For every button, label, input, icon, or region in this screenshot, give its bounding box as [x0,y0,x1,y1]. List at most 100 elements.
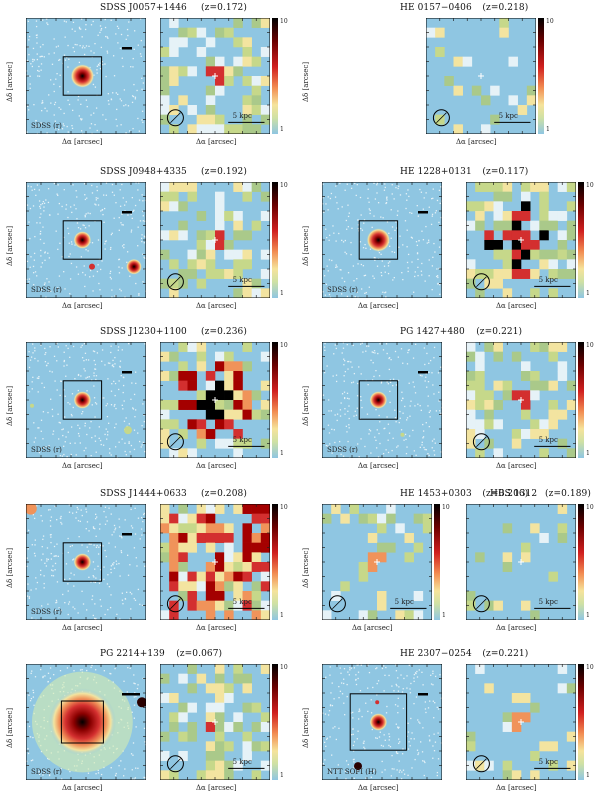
noise-pixel [361,715,363,718]
spaxel [484,400,494,410]
spaxel [178,513,188,524]
spaxel [511,438,522,449]
noise-pixel [100,443,102,446]
noise-pixel [110,594,112,596]
noise-pixel [53,83,55,85]
noise-pixel [436,199,439,202]
noise-pixel [110,233,113,236]
noise-pixel [328,259,331,261]
noise-pixel [69,356,71,359]
noise-pixel [133,448,136,451]
noise-pixel [347,368,349,370]
noise-pixel [391,754,393,757]
spaxel [160,610,170,620]
spaxel [521,390,531,401]
scale-mark [418,693,428,696]
noise-pixel [93,544,95,546]
spaxel [215,741,225,752]
noise-pixel [333,429,335,431]
noise-pixel [67,216,69,219]
noise-pixel [393,276,395,279]
spaxel [260,600,270,611]
noise-pixel [423,197,425,199]
spaxel [242,751,252,761]
noise-pixel [397,379,400,382]
noise-pixel [384,183,386,185]
noise-pixel [367,197,369,199]
noise-pixel [127,34,129,37]
noise-pixel [141,534,143,536]
spaxel [242,731,252,742]
spaxel [453,85,463,96]
noise-pixel [339,446,341,449]
colorbar-tick-top: 10 [280,664,288,671]
noise-pixel [351,227,353,229]
noise-pixel [114,403,116,406]
noise-pixel [402,707,405,710]
noise-pixel [34,235,36,238]
noise-pixel [329,736,331,738]
noise-pixel [380,382,383,384]
noise-pixel [42,411,45,413]
spaxel [566,201,576,212]
noise-pixel [39,205,41,208]
spaxel [511,770,522,780]
noise-pixel [54,128,57,130]
noise-pixel [431,198,433,200]
noise-pixel [407,748,410,750]
colorbar-tick-bottom: 1 [586,290,590,297]
spaxel [502,230,513,241]
noise-pixel [349,772,352,774]
noise-pixel [416,749,419,751]
noise-pixel [337,764,339,766]
spaxel [557,269,568,279]
noise-pixel [425,192,427,194]
noise-pixel [101,349,104,351]
noise-pixel [90,454,92,457]
noise-pixel [135,695,137,698]
noise-pixel [436,774,438,777]
noise-pixel [47,188,50,190]
noise-pixel [67,551,69,554]
noise-pixel [400,778,403,780]
noise-pixel [62,434,64,437]
psf-circle [166,433,184,451]
noise-pixel [49,773,51,775]
noise-pixel [394,409,396,411]
psf-circle [472,755,490,773]
spaxel [196,438,207,449]
noise-pixel [111,191,114,193]
noise-pixel [431,215,433,217]
noise-pixel [110,351,112,354]
spaxel [548,342,558,352]
noise-pixel [379,442,381,445]
noise-pixel [141,444,143,446]
noise-pixel [75,266,78,268]
x-axis-label: Δα [arcsec] [496,462,537,470]
noise-pixel [40,213,42,215]
spaxel [251,220,262,231]
noise-pixel [120,760,122,762]
spaxel [484,182,494,192]
noise-pixel [95,204,97,206]
noise-pixel [125,454,127,456]
noise-pixel [142,121,144,123]
noise-pixel [322,291,324,293]
noise-pixel [347,360,349,363]
noise-pixel [130,525,133,527]
spaxel [215,591,225,601]
noise-pixel [365,247,367,249]
noise-pixel [422,437,424,439]
noise-pixel [99,268,102,271]
x-axis-label: Δα [arcsec] [496,784,537,792]
spaxel [367,610,378,620]
noise-pixel [437,732,439,734]
noise-pixel [352,758,355,761]
colorbar-tick-top: 10 [546,18,554,25]
noise-pixel [137,44,139,46]
spaxel [178,504,188,514]
noise-pixel [48,290,50,292]
spaxel [215,770,225,780]
spaxel [566,230,576,241]
spaxel [466,591,476,601]
